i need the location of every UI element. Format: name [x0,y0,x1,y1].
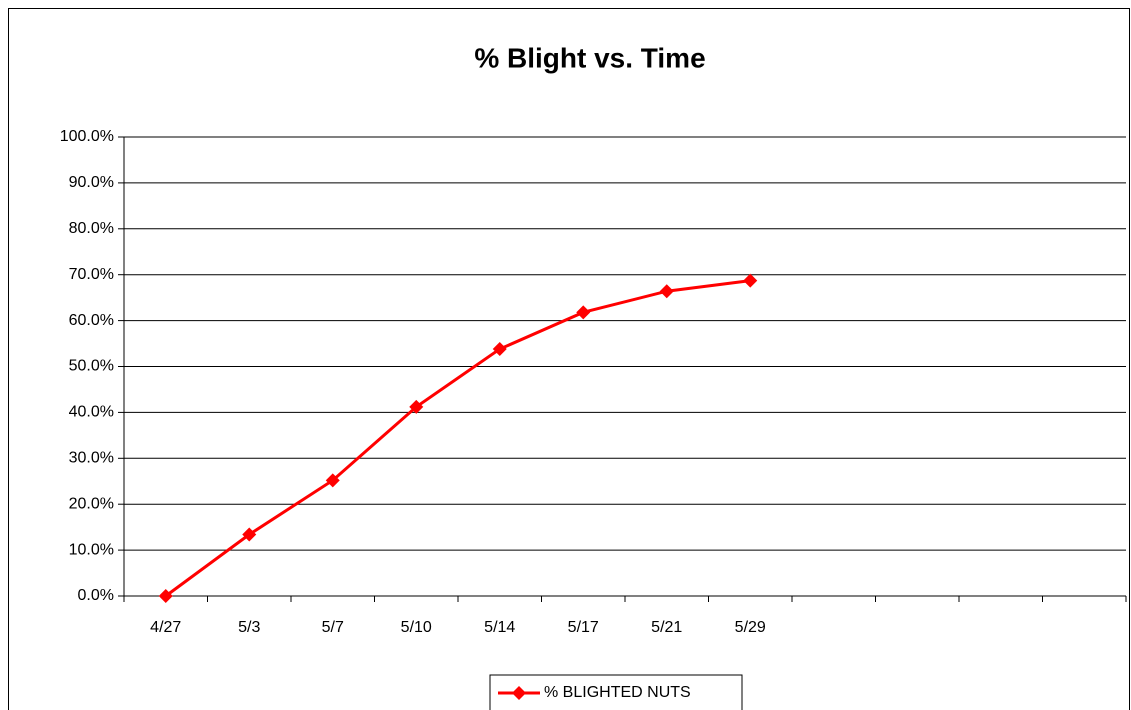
x-tick-label: 4/27 [150,619,181,636]
chart-title: % Blight vs. Time [474,42,705,73]
x-tick-label: 5/29 [735,619,766,636]
x-tick-label: 5/17 [568,619,599,636]
y-tick-label: 80.0% [69,220,114,237]
x-tick-label: 5/21 [651,619,682,636]
y-tick-label: 40.0% [69,404,114,421]
chart-border [8,8,1130,710]
point [158,589,173,603]
point [492,342,507,357]
legend-marker [512,686,526,700]
point [325,473,340,488]
y-tick-label: 0.0% [78,587,114,604]
legend-label: % BLIGHTED NUTS [544,684,691,701]
y-tick-label: 30.0% [69,450,114,467]
x-tick-label: 5/3 [238,619,260,636]
point [409,399,424,414]
point [576,305,591,320]
y-tick-label: 70.0% [69,266,114,283]
x-tick-label: 5/10 [401,619,432,636]
x-tick-label: 5/14 [484,619,515,636]
x-tick-label: 5/7 [322,619,344,636]
y-tick-label: 10.0% [69,541,114,558]
point [659,284,674,299]
y-tick-label: 60.0% [69,312,114,329]
y-tick-label: 50.0% [69,358,114,375]
y-tick-label: 100.0% [60,128,114,145]
point [242,527,257,542]
series-line [164,279,751,598]
point [743,273,758,288]
y-tick-label: 90.0% [69,174,114,191]
y-tick-label: 20.0% [69,495,114,512]
